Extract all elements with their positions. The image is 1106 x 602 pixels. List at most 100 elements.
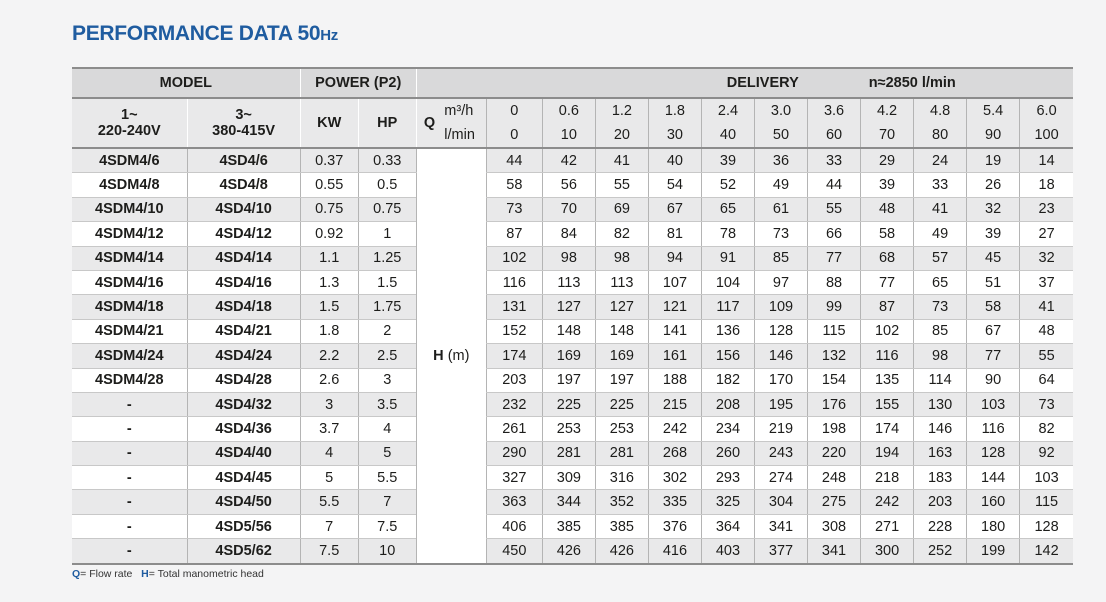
head-value: 56 [541, 172, 596, 198]
head-value: 385 [541, 514, 596, 540]
model-single-phase: 4SDM4/24 [72, 343, 188, 369]
head-value: 85 [913, 319, 967, 345]
head-value: 49 [913, 221, 967, 247]
head-value: 174 [485, 343, 543, 369]
head-value: 341 [753, 514, 808, 540]
model-three-phase: 4SD4/28 [186, 368, 301, 393]
head-value: 32 [1019, 246, 1073, 271]
head-value: 252 [913, 538, 967, 565]
head-value: 87 [860, 294, 914, 320]
head-value: 36 [753, 148, 808, 174]
head-value: 117 [700, 294, 755, 320]
head-value: 215 [647, 392, 702, 418]
head-value: 77 [966, 343, 1020, 369]
model-three-phase: 4SD4/12 [186, 221, 301, 247]
head-value: 98 [541, 246, 596, 271]
power-hp: 7 [357, 489, 417, 515]
table-row: -4SD4/32 3 3.5 232 225 225 215 208 195 176 155 130 1… [72, 392, 1073, 418]
head-value: 198 [807, 416, 861, 442]
hp-header: HP [357, 98, 417, 149]
head-value: 91 [700, 246, 755, 271]
head-value: 65 [913, 270, 967, 296]
model-single-phase: 4SDM4/10 [72, 197, 188, 223]
table-row: 4SDM4/8 4SD4/8 0.55 0.5 58 56 55 54 52 49 44 39 33 26… [72, 172, 1073, 198]
head-value: 182 [700, 368, 755, 393]
head-value: 98 [913, 343, 967, 369]
head-value: 146 [753, 343, 808, 369]
head-value: 115 [807, 319, 861, 345]
flow-m3h-value: 2.4 [700, 98, 755, 123]
model-three-phase: 4SD4/40 [186, 441, 301, 467]
head-value: 376 [647, 514, 702, 540]
model-three-phase: 4SD5/56 [186, 514, 301, 540]
head-value: 426 [541, 538, 596, 565]
head-value: 180 [966, 514, 1020, 540]
head-label: H [433, 347, 444, 364]
head-unit: (m) [447, 347, 470, 364]
head-value: 29 [860, 148, 914, 174]
unit-m3h: m³/h [442, 98, 487, 123]
head-value: 27 [1019, 221, 1073, 247]
head-value: 78 [700, 221, 755, 247]
head-value: 248 [807, 465, 861, 491]
head-value: 37 [1019, 270, 1073, 296]
flow-m3h-value: 0 [485, 98, 543, 123]
head-value: 49 [753, 172, 808, 198]
head-value: 416 [647, 538, 702, 565]
head-value: 40 [647, 148, 702, 174]
power-hp: 0.75 [357, 197, 417, 223]
head-value: 98 [594, 246, 649, 271]
head-value: 33 [913, 172, 967, 198]
head-value: 281 [594, 441, 649, 467]
table-row: -4SD4/40 4 5 290 281 281 268 260 243 220 194 163 128… [72, 441, 1073, 467]
model-three-phase: 4SD4/36 [186, 416, 301, 442]
single-phase-header: 1~ 220-240V [72, 98, 188, 149]
head-value: 107 [647, 270, 702, 296]
head-value: 300 [860, 538, 914, 565]
flow-lmin-value: 0 [485, 123, 543, 149]
head-value: 132 [807, 343, 861, 369]
flow-lmin-value: 50 [753, 123, 808, 149]
head-value: 92 [1019, 441, 1073, 467]
single-phase-voltage: 220-240V [97, 123, 161, 139]
model-single-phase: 4SDM4/6 [72, 148, 188, 174]
head-value: 58 [860, 221, 914, 247]
head-value: 208 [700, 392, 755, 418]
head-value: 152 [485, 319, 543, 345]
flow-lmin-value: 30 [647, 123, 702, 149]
head-value: 69 [594, 197, 649, 223]
head-value: 450 [485, 538, 543, 565]
flow-m3h-value: 4.2 [860, 98, 914, 123]
head-value: 406 [485, 514, 543, 540]
model-single-phase: 4SDM4/28 [72, 368, 188, 393]
head-value: 102 [860, 319, 914, 345]
head-value: 148 [594, 319, 649, 345]
head-value: 127 [541, 294, 596, 320]
table-row: 4SDM4/16 4SD4/16 1.3 1.5 116 113 113 107 104 97 88… [72, 270, 1073, 296]
head-value: 128 [1019, 514, 1073, 540]
power-hp: 3 [357, 368, 417, 393]
power-hp: 1.75 [357, 294, 417, 320]
head-value: 304 [753, 489, 808, 515]
head-value: 136 [700, 319, 755, 345]
head-value: 197 [541, 368, 596, 393]
model-single-phase: 4SDM4/14 [72, 246, 188, 271]
head-value: 403 [700, 538, 755, 565]
head-value: 103 [1019, 465, 1073, 491]
head-value: 52 [700, 172, 755, 198]
head-value: 130 [913, 392, 967, 418]
model-three-phase: 4SD4/32 [186, 392, 301, 418]
table-row: 4SDM4/12 4SD4/12 0.92 1 87 84 82 81 78 73 66 58 49 39… [72, 221, 1073, 247]
flow-m3h-value: 3.0 [753, 98, 808, 123]
q-header: Q [415, 98, 443, 149]
head-value: 163 [913, 441, 967, 467]
model-three-phase: 4SD4/24 [186, 343, 301, 369]
head-value: 85 [753, 246, 808, 271]
legend: Q= Flow rate H= Total manometric head [72, 568, 264, 580]
delivery-header-cell: DELIVERY n≈2850 l/min [415, 67, 1073, 99]
head-value: 141 [647, 319, 702, 345]
head-value: 61 [753, 197, 808, 223]
head-value: 55 [807, 197, 861, 223]
head-value: 77 [860, 270, 914, 296]
head-value: 32 [966, 197, 1020, 223]
